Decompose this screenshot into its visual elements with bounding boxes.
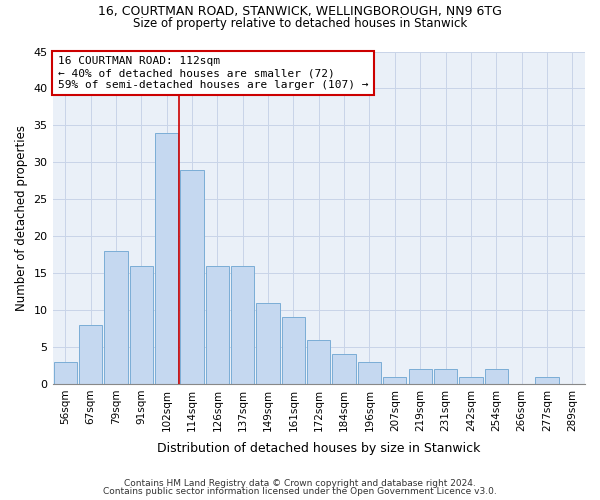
Bar bbox=[231, 266, 254, 384]
Bar bbox=[358, 362, 381, 384]
Bar bbox=[206, 266, 229, 384]
X-axis label: Distribution of detached houses by size in Stanwick: Distribution of detached houses by size … bbox=[157, 442, 481, 455]
Text: 16 COURTMAN ROAD: 112sqm
← 40% of detached houses are smaller (72)
59% of semi-d: 16 COURTMAN ROAD: 112sqm ← 40% of detach… bbox=[58, 56, 368, 90]
Text: 16, COURTMAN ROAD, STANWICK, WELLINGBOROUGH, NN9 6TG: 16, COURTMAN ROAD, STANWICK, WELLINGBORO… bbox=[98, 5, 502, 18]
Bar bbox=[155, 133, 178, 384]
Text: Contains public sector information licensed under the Open Government Licence v3: Contains public sector information licen… bbox=[103, 487, 497, 496]
Bar bbox=[307, 340, 331, 384]
Bar bbox=[256, 302, 280, 384]
Text: Contains HM Land Registry data © Crown copyright and database right 2024.: Contains HM Land Registry data © Crown c… bbox=[124, 478, 476, 488]
Y-axis label: Number of detached properties: Number of detached properties bbox=[15, 124, 28, 310]
Bar bbox=[409, 369, 432, 384]
Bar bbox=[130, 266, 153, 384]
Bar bbox=[434, 369, 457, 384]
Bar bbox=[485, 369, 508, 384]
Bar bbox=[181, 170, 203, 384]
Bar bbox=[332, 354, 356, 384]
Bar bbox=[459, 376, 482, 384]
Bar bbox=[535, 376, 559, 384]
Bar bbox=[383, 376, 406, 384]
Bar bbox=[104, 251, 128, 384]
Bar bbox=[282, 318, 305, 384]
Bar bbox=[79, 325, 102, 384]
Bar bbox=[53, 362, 77, 384]
Text: Size of property relative to detached houses in Stanwick: Size of property relative to detached ho… bbox=[133, 18, 467, 30]
